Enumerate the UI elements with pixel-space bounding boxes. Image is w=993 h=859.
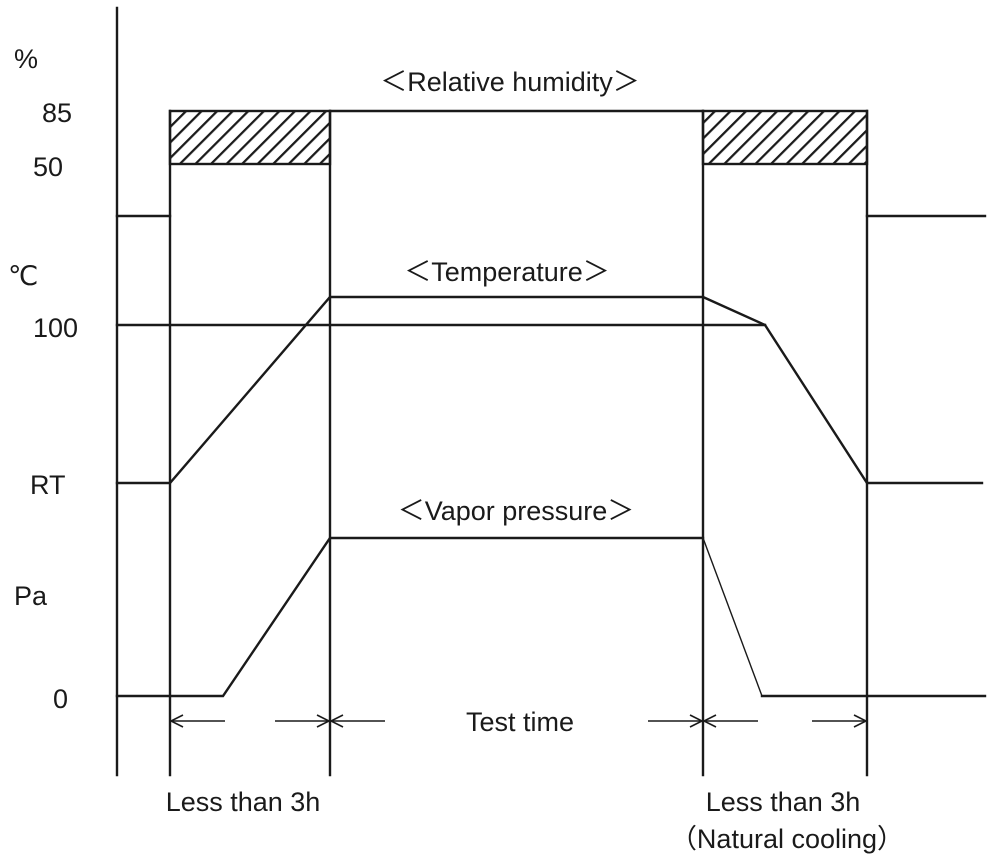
celsius-unit-label: ℃: [8, 261, 38, 291]
vapor-pressure-decline: [702, 537, 763, 697]
percent-unit-label: %: [14, 44, 38, 74]
vapor-pressure-curve: [115, 536, 705, 698]
vapor-pressure-title: ＜Vapor pressure＞: [398, 496, 635, 526]
room-temperature-label: RT: [30, 470, 66, 500]
temperature-100-label: 100: [33, 313, 78, 343]
temperature-curve: [115, 295, 984, 485]
natural-cooling-note: （Natural cooling）: [670, 824, 904, 854]
ramp-up-time-label: Less than 3h: [166, 787, 321, 817]
humidity-50-label: 50: [33, 152, 63, 182]
ramp-down-time-label: Less than 3h: [706, 787, 861, 817]
pressure-0-label: 0: [53, 684, 68, 714]
test-time-label: Test time: [466, 707, 574, 737]
humidity-hatch-ramp-down: [701, 109, 869, 166]
temperature-title: ＜Temperature＞: [404, 257, 610, 287]
relative-humidity-curve: [115, 109, 987, 218]
relative-humidity-title: ＜Relative humidity＞: [380, 67, 640, 97]
humidity-hatch-ramp-up: [168, 109, 332, 166]
humidity-85-label: 85: [42, 98, 72, 128]
pressure-unit-label: Pa: [14, 581, 48, 611]
